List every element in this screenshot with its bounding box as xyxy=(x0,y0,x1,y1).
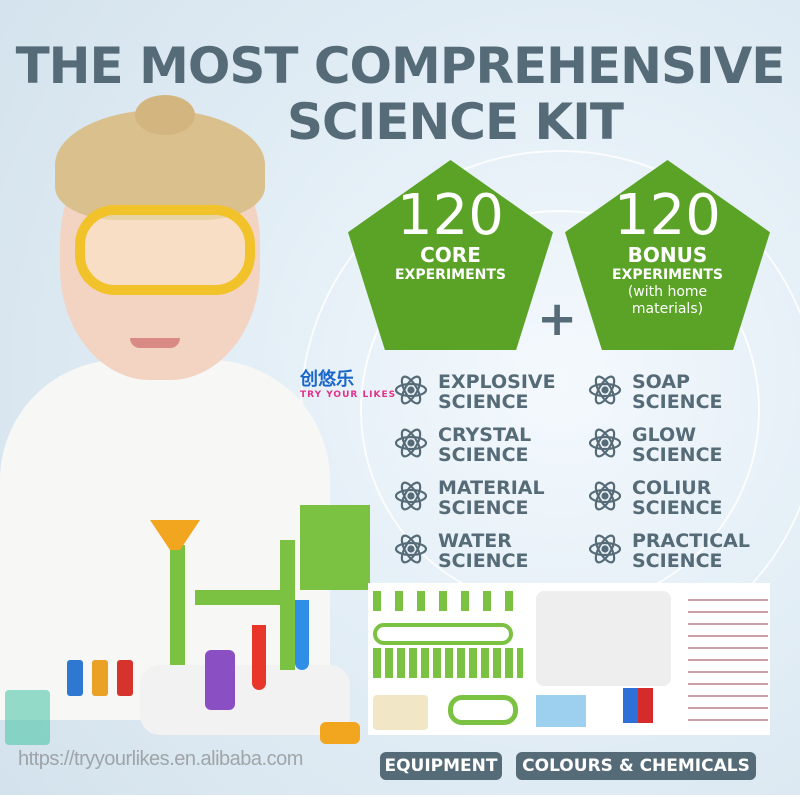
atom-icon xyxy=(588,479,622,517)
core-count: 120 xyxy=(397,183,504,248)
category-item: SOAP SCIENCE xyxy=(588,372,723,412)
atom-icon xyxy=(394,426,428,464)
category-label: PRACTICAL SCIENCE xyxy=(632,530,750,572)
bonus-sub: EXPERIMENTS xyxy=(611,267,723,283)
plus-sign: + xyxy=(537,291,578,347)
category-label: MATERIAL SCIENCE xyxy=(438,477,545,519)
category-label: SOAP SCIENCE xyxy=(632,371,723,413)
bonus-count: 120 xyxy=(614,183,721,248)
category-item: MATERIAL SCIENCE xyxy=(394,478,545,518)
category-item: PRACTICAL SCIENCE xyxy=(588,531,750,571)
category-item: COLIUR SCIENCE xyxy=(588,478,723,518)
logo-cn: 创悠乐 xyxy=(300,369,354,390)
atom-icon xyxy=(394,532,428,570)
category-item: CRYSTAL SCIENCE xyxy=(394,425,531,465)
category-item: WATER SCIENCE xyxy=(394,531,529,571)
title-line-2: SCIENCE KIT xyxy=(286,93,624,151)
chemicals-label: COLOURS & CHEMICALS xyxy=(516,752,756,780)
atom-icon xyxy=(588,373,622,411)
brand-logo: 创悠乐 TRY YOUR LIKES xyxy=(300,370,396,401)
category-label: CRYSTAL SCIENCE xyxy=(438,424,532,466)
logo-en: TRY YOUR LIKES xyxy=(300,390,397,400)
atom-icon xyxy=(394,373,428,411)
atom-icon xyxy=(588,426,622,464)
core-sub: EXPERIMENTS xyxy=(394,267,506,283)
atom-icon xyxy=(588,532,622,570)
contents-panel xyxy=(368,583,770,735)
core-label: CORE xyxy=(420,243,481,267)
title-line-1: THE MOST COMPREHENSIVE xyxy=(15,37,786,95)
category-label: GLOW SCIENCE xyxy=(632,424,723,466)
equipment-label: EQUIPMENT xyxy=(380,752,502,780)
atom-icon xyxy=(394,479,428,517)
category-item: GLOW SCIENCE xyxy=(588,425,723,465)
bonus-label: BONUS xyxy=(627,243,708,267)
bonus-note: (with home materials) xyxy=(627,284,708,317)
category-label: COLIUR SCIENCE xyxy=(632,477,723,519)
watermark-url: https://tryyourlikes.en.alibaba.com xyxy=(18,748,303,770)
goggles xyxy=(75,205,255,295)
category-label: WATER SCIENCE xyxy=(438,530,529,572)
category-label: EXPLOSIVE SCIENCE xyxy=(438,371,556,413)
category-item: EXPLOSIVE SCIENCE xyxy=(394,372,556,412)
